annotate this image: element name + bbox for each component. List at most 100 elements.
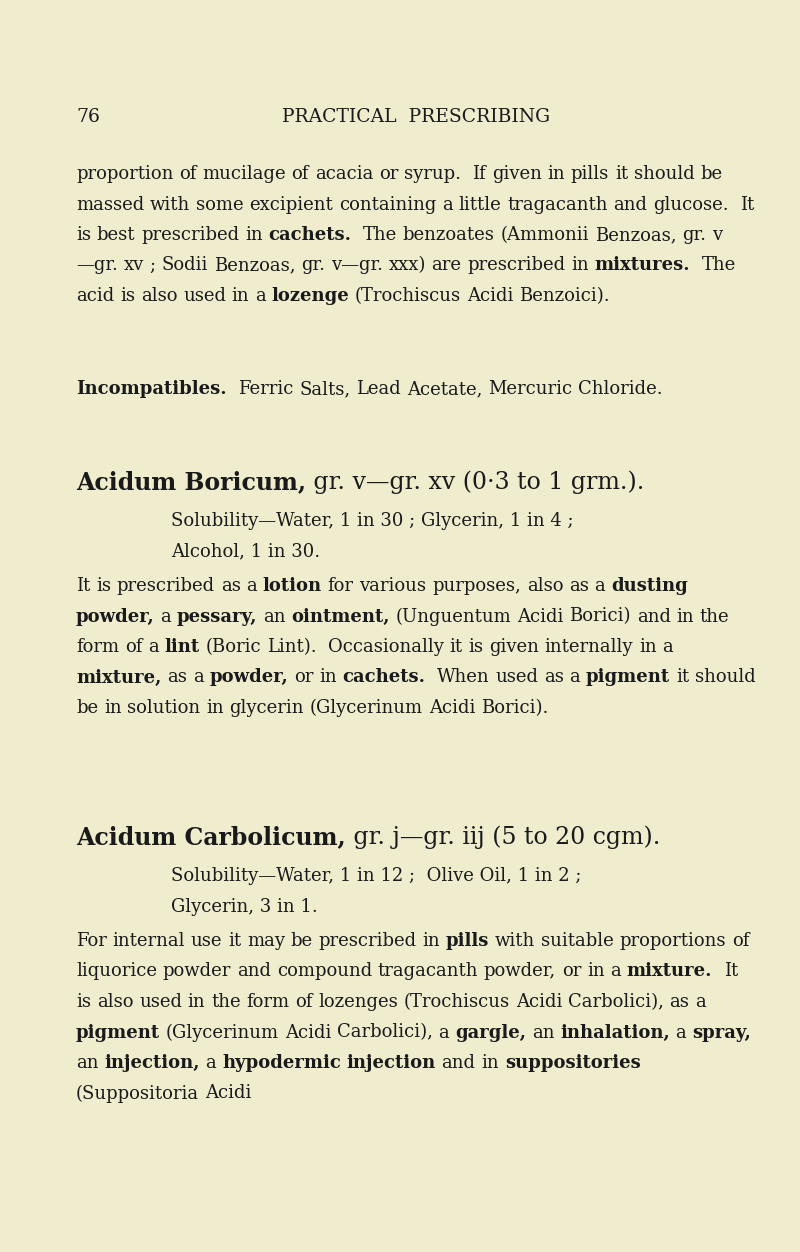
Text: is: is xyxy=(76,993,91,1012)
Text: in: in xyxy=(104,699,122,717)
Text: of: of xyxy=(179,165,197,183)
Text: it: it xyxy=(615,165,628,183)
Text: v—gr.: v—gr. xyxy=(330,257,382,274)
Text: Mercuric: Mercuric xyxy=(488,381,572,398)
Text: spray,: spray, xyxy=(692,1023,751,1042)
Text: Acidi: Acidi xyxy=(429,699,475,717)
Text: a: a xyxy=(161,607,171,626)
Text: lotion: lotion xyxy=(262,577,322,595)
Text: as: as xyxy=(670,993,690,1012)
Text: powder,: powder, xyxy=(76,607,154,626)
Text: Incompatibles.: Incompatibles. xyxy=(76,381,226,398)
Text: is: is xyxy=(76,227,91,244)
Text: Acidi: Acidi xyxy=(467,287,514,305)
Text: used: used xyxy=(183,287,226,305)
Text: should: should xyxy=(634,165,694,183)
Text: powder,: powder, xyxy=(484,963,556,980)
Text: gr. j—gr. iij (5 to 20 cgm).: gr. j—gr. iij (5 to 20 cgm). xyxy=(346,825,660,849)
Text: given: given xyxy=(492,165,542,183)
Text: Benzoas,: Benzoas, xyxy=(594,227,676,244)
Text: injection: injection xyxy=(346,1054,436,1072)
Text: be: be xyxy=(76,699,98,717)
Text: The: The xyxy=(362,227,397,244)
Text: as: as xyxy=(569,577,589,595)
Text: glucose.: glucose. xyxy=(653,195,729,214)
Text: used: used xyxy=(139,993,182,1012)
Text: a: a xyxy=(594,577,606,595)
Text: suitable: suitable xyxy=(541,931,614,950)
Text: Chloride.: Chloride. xyxy=(578,381,662,398)
Text: PRACTICAL  PRESCRIBING: PRACTICAL PRESCRIBING xyxy=(282,108,550,126)
Text: glycerin: glycerin xyxy=(230,699,304,717)
Text: for: for xyxy=(328,577,354,595)
Text: (Suppositoria: (Suppositoria xyxy=(76,1084,199,1103)
Text: internally: internally xyxy=(545,639,634,656)
Text: of: of xyxy=(292,165,309,183)
Text: powder: powder xyxy=(162,963,231,980)
Text: Borici): Borici) xyxy=(570,607,631,626)
Text: mucilage: mucilage xyxy=(202,165,286,183)
Text: in: in xyxy=(587,963,605,980)
Text: Ferric: Ferric xyxy=(238,381,294,398)
Text: and: and xyxy=(237,963,271,980)
Text: a: a xyxy=(255,287,266,305)
Text: syrup.: syrup. xyxy=(404,165,461,183)
Text: internal: internal xyxy=(113,931,185,950)
Text: lozenges: lozenges xyxy=(318,993,398,1012)
Text: a: a xyxy=(570,669,580,686)
Text: Acidi: Acidi xyxy=(518,607,564,626)
Text: a: a xyxy=(438,1023,450,1042)
Text: in: in xyxy=(639,639,657,656)
Text: of: of xyxy=(295,993,313,1012)
Text: in: in xyxy=(319,669,337,686)
Text: Salts,: Salts, xyxy=(299,381,350,398)
Text: Lint).: Lint). xyxy=(266,639,316,656)
Text: the: the xyxy=(211,993,241,1012)
Text: form: form xyxy=(76,639,119,656)
Text: tragacanth: tragacanth xyxy=(507,195,607,214)
Text: Carbolici),: Carbolici), xyxy=(337,1023,433,1042)
Text: tragacanth: tragacanth xyxy=(378,963,478,980)
Text: of: of xyxy=(732,931,749,950)
Text: an: an xyxy=(76,1054,98,1072)
Text: given: given xyxy=(489,639,539,656)
Text: be: be xyxy=(290,931,313,950)
Text: suppositories: suppositories xyxy=(505,1054,641,1072)
Text: pessary,: pessary, xyxy=(177,607,258,626)
Text: a: a xyxy=(662,639,673,656)
Text: also: also xyxy=(97,993,134,1012)
Text: as: as xyxy=(221,577,241,595)
Text: It: It xyxy=(724,963,738,980)
Text: lint: lint xyxy=(165,639,200,656)
Text: some: some xyxy=(196,195,244,214)
Text: mixtures.: mixtures. xyxy=(594,257,690,274)
Text: Acetate,: Acetate, xyxy=(406,381,482,398)
Text: is: is xyxy=(468,639,483,656)
Text: powder,: powder, xyxy=(210,669,288,686)
Text: —gr.: —gr. xyxy=(76,257,118,274)
Text: Alcohol, 1 in 30.: Alcohol, 1 in 30. xyxy=(171,542,320,561)
Text: (Trochiscus: (Trochiscus xyxy=(355,287,462,305)
Text: Sodii: Sodii xyxy=(162,257,208,274)
Text: Carbolici),: Carbolici), xyxy=(568,993,664,1012)
Text: When: When xyxy=(437,669,490,686)
Text: liquorice: liquorice xyxy=(76,963,157,980)
Text: hypodermic: hypodermic xyxy=(222,1054,341,1072)
Text: and: and xyxy=(442,1054,476,1072)
Text: It: It xyxy=(740,195,754,214)
Text: injection,: injection, xyxy=(104,1054,200,1072)
Text: be: be xyxy=(700,165,722,183)
Text: also: also xyxy=(141,287,178,305)
Text: Acidi: Acidi xyxy=(516,993,562,1012)
Text: xxx): xxx) xyxy=(388,257,426,274)
Text: of: of xyxy=(125,639,142,656)
Text: Benzoici).: Benzoici). xyxy=(519,287,610,305)
Text: in: in xyxy=(422,931,440,950)
Text: If: If xyxy=(473,165,486,183)
Text: Benzoas,: Benzoas, xyxy=(214,257,295,274)
Text: and: and xyxy=(637,607,670,626)
Text: a: a xyxy=(695,993,706,1012)
Text: a: a xyxy=(193,669,203,686)
Text: may: may xyxy=(247,931,285,950)
Text: (Unguentum: (Unguentum xyxy=(396,607,511,626)
